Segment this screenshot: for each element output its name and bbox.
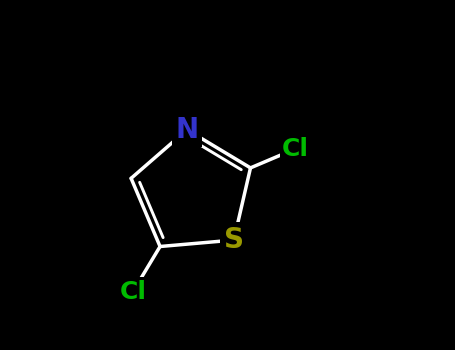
Text: Cl: Cl — [282, 137, 309, 161]
Text: S: S — [224, 226, 244, 254]
Text: N: N — [176, 116, 198, 144]
Text: Cl: Cl — [120, 280, 147, 303]
